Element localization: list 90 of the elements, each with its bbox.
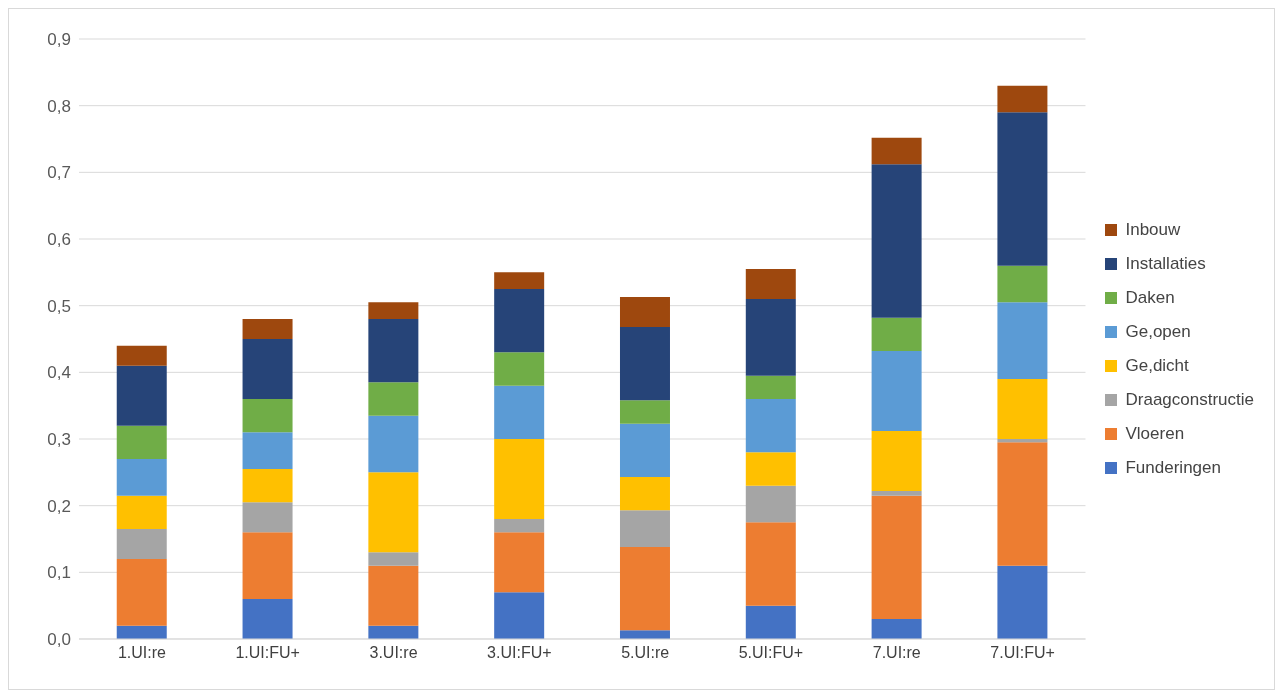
bar xyxy=(116,529,167,559)
bar xyxy=(368,319,419,383)
bar xyxy=(871,495,922,619)
bar xyxy=(242,469,293,503)
bar xyxy=(745,269,796,299)
x-tick-label: 7.UI:re xyxy=(872,644,921,662)
x-tick-label: 5.UI:re xyxy=(621,644,670,662)
bar xyxy=(745,522,796,606)
bar xyxy=(494,592,545,639)
x-tick-label: 3.UI:FU+ xyxy=(487,644,552,662)
y-tick-label: 0,9 xyxy=(47,30,71,50)
bar xyxy=(619,477,670,511)
x-tick-label: 7.UI:FU+ xyxy=(990,644,1055,662)
bar xyxy=(619,630,670,639)
bar xyxy=(494,519,545,533)
bar xyxy=(871,431,922,491)
bar xyxy=(368,472,419,553)
bar xyxy=(116,345,167,366)
bar xyxy=(997,112,1048,266)
bar xyxy=(619,510,670,547)
bar xyxy=(116,459,167,496)
bar xyxy=(871,351,922,431)
y-tick-label: 0,2 xyxy=(47,496,71,516)
bar xyxy=(494,352,545,386)
bar xyxy=(745,605,796,639)
bar xyxy=(242,319,293,339)
bar xyxy=(368,302,419,319)
y-tick-label: 0,6 xyxy=(47,230,71,250)
legend-label: Installaties xyxy=(1125,254,1206,274)
bar xyxy=(494,289,545,353)
y-tick-label: 0,7 xyxy=(47,163,71,183)
bar xyxy=(619,327,670,401)
legend-label: Vloeren xyxy=(1125,424,1185,444)
y-tick-label: 0,8 xyxy=(47,96,71,116)
legend-label: Funderingen xyxy=(1125,458,1221,478)
bar xyxy=(116,425,167,459)
bar xyxy=(619,547,670,631)
bar xyxy=(619,400,670,424)
bar xyxy=(997,85,1048,113)
bar xyxy=(368,382,419,416)
bar xyxy=(745,299,796,376)
legend-label: Draagconstructie xyxy=(1125,390,1254,410)
bar xyxy=(116,559,167,626)
y-tick-label: 0,0 xyxy=(47,630,71,650)
bar xyxy=(494,385,545,439)
y-tick-label: 0,1 xyxy=(47,563,71,583)
legend-label: Daken xyxy=(1125,288,1175,308)
bar xyxy=(494,532,545,593)
bar xyxy=(871,137,922,165)
y-tick-label: 0,3 xyxy=(47,430,71,450)
bar xyxy=(494,439,545,519)
bar xyxy=(619,423,670,477)
bar xyxy=(116,365,167,426)
bar xyxy=(242,399,293,433)
bar xyxy=(871,491,922,496)
bar xyxy=(871,619,922,639)
bar xyxy=(997,439,1048,443)
legend-label: Ge,open xyxy=(1125,322,1191,342)
bar xyxy=(871,317,922,351)
bar xyxy=(997,265,1048,303)
bar xyxy=(242,432,293,469)
bar xyxy=(745,452,796,486)
bar xyxy=(494,272,545,289)
bar xyxy=(997,302,1048,379)
bar xyxy=(619,297,670,327)
bar xyxy=(242,339,293,399)
bar xyxy=(242,502,293,533)
bar xyxy=(368,415,419,473)
bar xyxy=(997,565,1048,639)
bar xyxy=(368,552,419,566)
bar xyxy=(745,399,796,453)
bar xyxy=(745,485,796,523)
bar xyxy=(368,565,419,626)
y-tick-label: 0,5 xyxy=(47,296,71,316)
legend-label: Inbouw xyxy=(1125,220,1181,240)
bar xyxy=(242,599,293,639)
x-tick-label: 5.UI:FU+ xyxy=(738,644,804,662)
bar xyxy=(368,625,419,639)
x-tick-label: 3.UI:re xyxy=(369,644,418,662)
bar xyxy=(745,375,796,399)
y-tick-label: 0,4 xyxy=(47,363,71,383)
legend-label: Ge,dicht xyxy=(1125,356,1189,376)
bar xyxy=(997,379,1048,439)
bar xyxy=(116,625,167,639)
x-tick-label: 1.UI:FU+ xyxy=(235,644,300,662)
bar xyxy=(242,532,293,599)
bar xyxy=(997,442,1048,566)
bar xyxy=(116,495,167,529)
x-tick-label: 1.UI:re xyxy=(117,644,167,662)
bar xyxy=(871,164,922,318)
